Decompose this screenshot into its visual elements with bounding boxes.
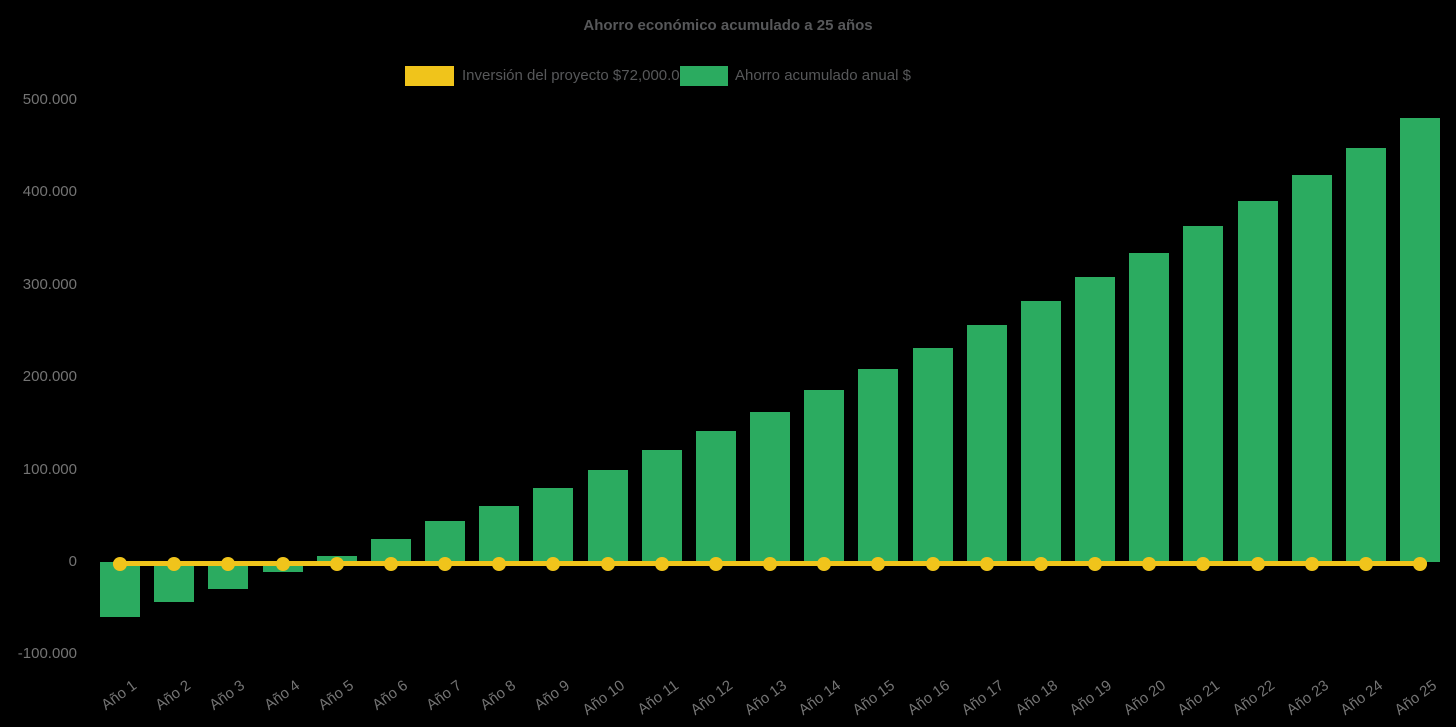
investment-line-point-icon — [654, 556, 669, 571]
legend-swatch-investment-icon — [405, 66, 454, 86]
savings-bar — [1183, 226, 1224, 562]
legend-label-savings: Ahorro acumulado anual $ — [735, 67, 911, 84]
investment-line-point-icon — [871, 556, 886, 571]
investment-line-point-icon — [1250, 556, 1265, 571]
savings-bar — [1237, 201, 1278, 562]
y-axis-tick-label: 400.000 — [22, 183, 77, 201]
investment-line-point-icon — [1033, 556, 1048, 571]
savings-bar — [1075, 277, 1115, 562]
savings-bar — [100, 562, 140, 617]
y-axis-tick-label: -100.000 — [17, 645, 77, 663]
chart-title: Ahorro económico acumulado a 25 años — [583, 17, 873, 34]
investment-line-point-icon — [1358, 556, 1373, 571]
savings-bar — [1400, 117, 1440, 562]
savings-bar — [966, 325, 1007, 562]
savings-bar — [479, 506, 520, 562]
investment-line-point-icon — [438, 556, 452, 571]
y-axis-tick-label: 0 — [68, 553, 77, 570]
investment-line-point-icon — [925, 556, 940, 571]
legend-swatch-savings-icon — [680, 66, 728, 86]
savings-bar — [695, 431, 736, 562]
savings-bar — [1345, 147, 1386, 562]
y-axis-tick-label: 100.000 — [22, 460, 77, 478]
investment-line-point-icon — [329, 556, 344, 571]
investment-line-point-icon — [979, 556, 994, 571]
savings-bar — [750, 411, 790, 562]
savings-bar — [587, 469, 628, 562]
x-axis-label: Año 1 — [98, 677, 140, 714]
investment-line-point-icon — [275, 556, 290, 571]
investment-line-point-icon — [167, 556, 182, 571]
investment-line-point-icon — [221, 556, 236, 571]
investment-line-point-icon — [600, 556, 615, 571]
investment-line-point-icon — [546, 556, 561, 571]
savings-bar — [1020, 301, 1061, 562]
savings-bar — [912, 347, 953, 562]
investment-line-point-icon — [1196, 556, 1211, 571]
legend-label-investment: Inversión del proyecto $72,000.00 — [462, 67, 688, 84]
savings-bar — [1129, 252, 1170, 562]
investment-line-point-icon — [113, 556, 127, 571]
savings-bar — [858, 368, 899, 562]
savings-bar — [804, 390, 845, 562]
savings-bar — [533, 488, 574, 562]
y-axis-tick-label: 200.000 — [22, 368, 77, 386]
investment-line-point-icon — [1088, 556, 1102, 571]
investment-line-point-icon — [492, 556, 507, 571]
investment-line-point-icon — [763, 556, 777, 571]
investment-line-point-icon — [817, 556, 832, 571]
y-axis-tick-label: 300.000 — [22, 275, 77, 293]
savings-bar — [425, 521, 465, 562]
investment-line-point-icon — [383, 556, 398, 571]
savings-bar — [370, 538, 411, 562]
investment-line-point-icon — [1413, 556, 1427, 571]
investment-line-point-icon — [1304, 556, 1319, 571]
y-axis-tick-label: 500.000 — [22, 91, 77, 108]
savings-bar — [641, 450, 682, 562]
investment-line-point-icon — [708, 556, 723, 571]
savings-bar — [1291, 174, 1332, 562]
investment-line-point-icon — [1142, 556, 1157, 571]
